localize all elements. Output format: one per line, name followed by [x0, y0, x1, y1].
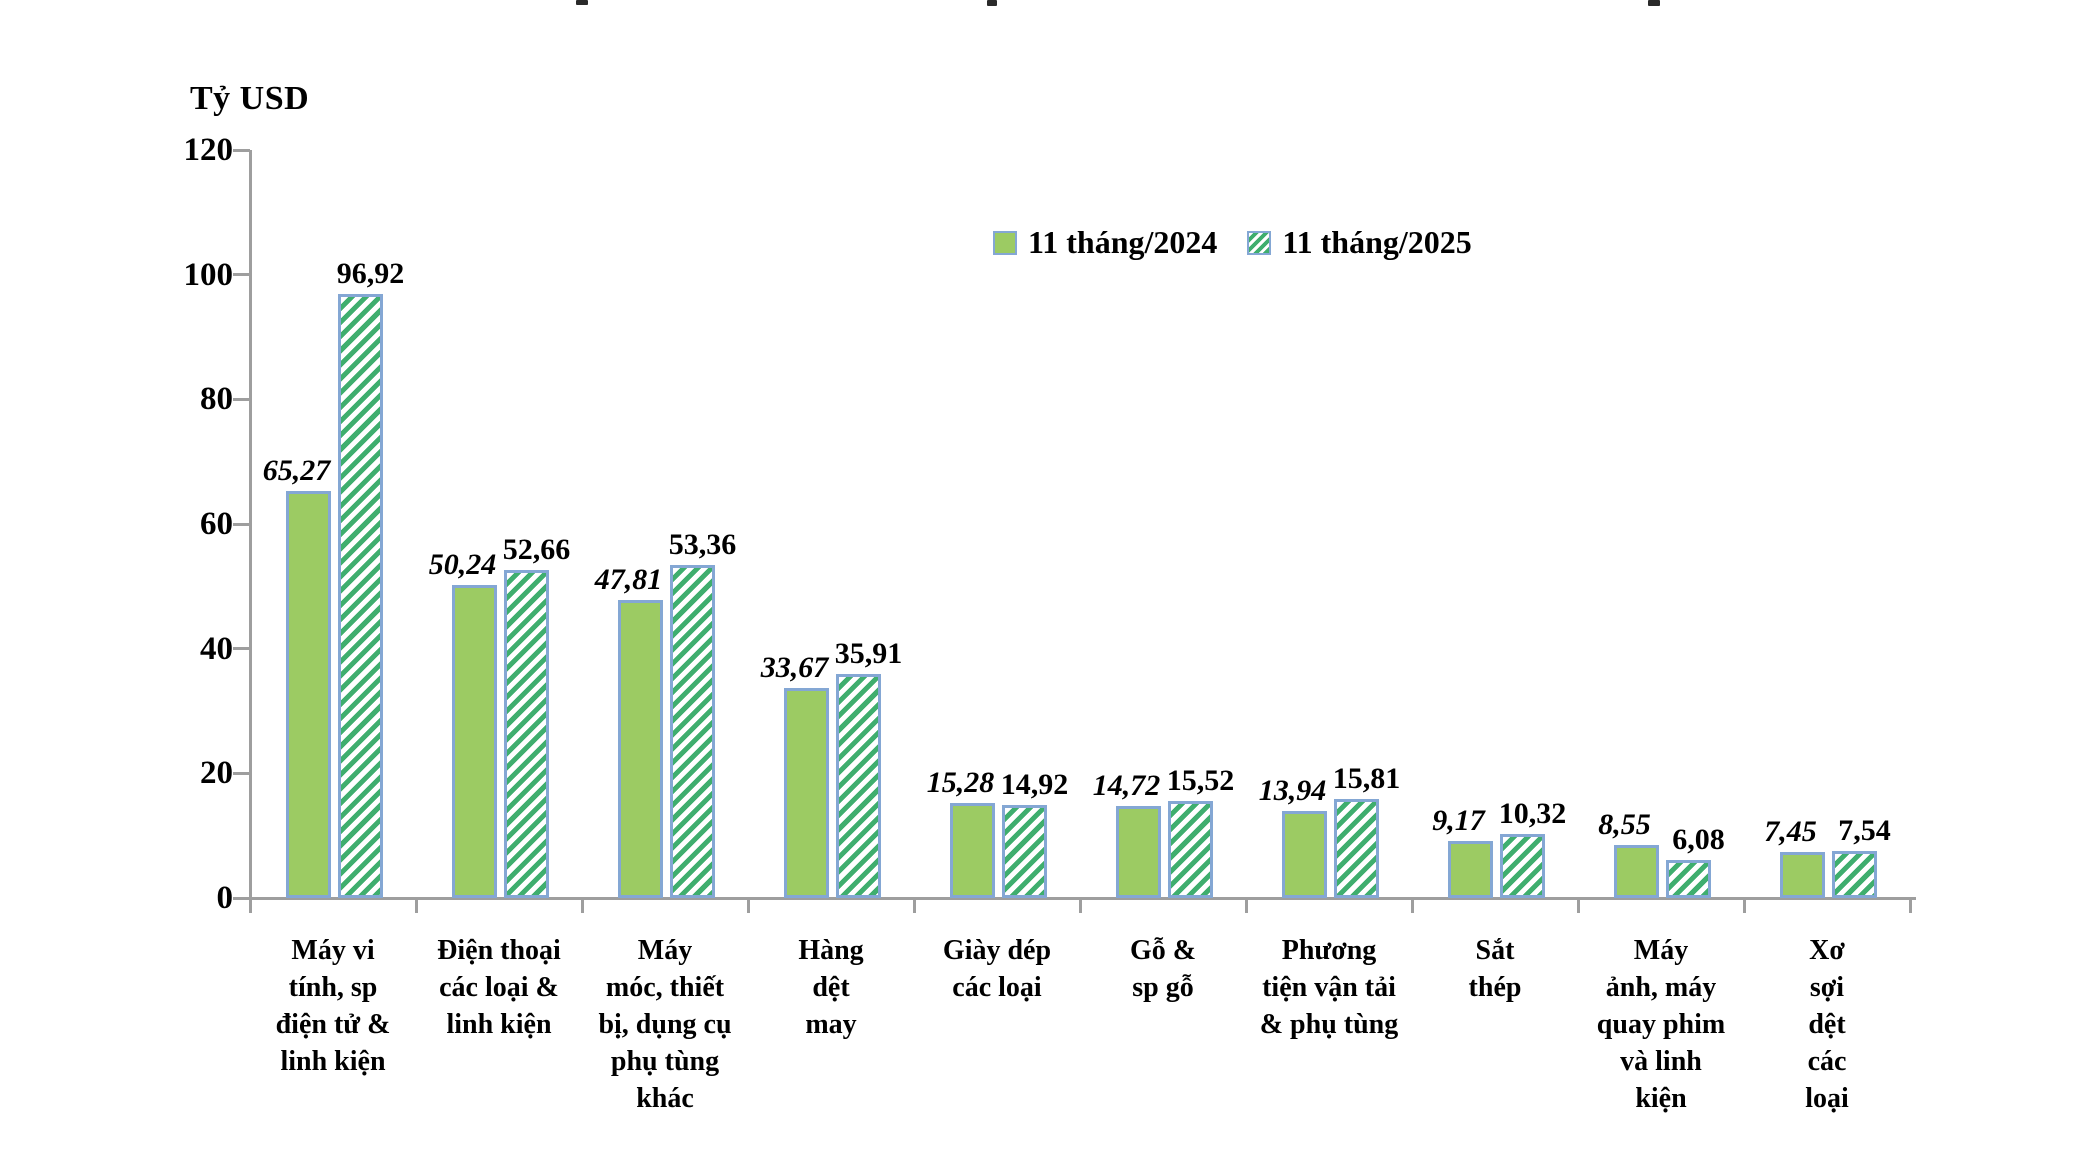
x-axis-tick: [1908, 898, 1912, 913]
value-label-2025-group3: 53,36: [668, 528, 737, 562]
value-label-2024-group5: 15,28: [926, 765, 995, 799]
bar-2024-group7: [1282, 811, 1327, 898]
x-axis-tick: [248, 898, 252, 913]
legend-label-2025: 11 tháng/2025: [1282, 224, 1472, 260]
value-label-2024-group6: 14,72: [1092, 769, 1161, 803]
category-label-group4: Hàng dệt may: [798, 935, 864, 1040]
bar-2025-group6: [1168, 801, 1213, 898]
legend-item-2025: 11 tháng/2025: [1247, 224, 1472, 261]
y-axis-tick: [233, 647, 250, 651]
x-axis-tick: [414, 898, 418, 913]
y-axis-line: [248, 150, 252, 898]
value-label-2024-group7: 13,94: [1258, 774, 1327, 808]
cropped-title-fragment: [987, 0, 997, 6]
value-label-2025-group5: 14,92: [1000, 767, 1069, 801]
y-axis-tick: [233, 522, 250, 526]
y-axis-tick: [233, 273, 250, 277]
y-axis-tick-label: 60: [200, 506, 233, 542]
bar-2025-group2: [504, 569, 549, 898]
bar-2024-group8: [1448, 840, 1493, 898]
bar-2025-group10: [1832, 851, 1877, 898]
y-axis-tick: [233, 771, 250, 775]
bar-2025-group7: [1334, 799, 1379, 898]
value-label-2024-group2: 50,24: [428, 547, 497, 581]
y-axis-tick: [233, 397, 250, 401]
y-axis-tick: [233, 148, 250, 152]
value-label-2025-group4: 35,91: [834, 637, 903, 671]
x-axis-tick: [580, 898, 584, 913]
x-axis-tick: [1410, 898, 1414, 913]
value-label-2025-group6: 15,52: [1166, 764, 1235, 798]
bar-2024-group1: [286, 491, 331, 898]
y-axis-tick-label: 0: [216, 880, 234, 916]
category-label-group2: Điện thoại các loại & linh kiện: [437, 935, 561, 1040]
category-label-group8: Sắt thép: [1468, 935, 1522, 1003]
value-label-2024-group1: 65,27: [262, 454, 331, 488]
x-axis-tick: [1742, 898, 1746, 913]
bar-2025-group1: [338, 293, 383, 898]
legend-swatch-2025-hatched: [1247, 230, 1272, 255]
x-axis-tick: [746, 898, 750, 913]
category-label-group10: Xơ sợi dệt các loại: [1805, 935, 1849, 1114]
value-label-2024-group3: 47,81: [594, 562, 663, 596]
bar-2024-group9: [1614, 844, 1659, 898]
category-label-group6: Gỗ & sp gỗ: [1129, 935, 1197, 1003]
bar-2024-group2: [452, 584, 497, 898]
category-label-group3: Máy móc, thiết bị, dụng cụ phụ tùng khác: [598, 935, 732, 1114]
category-label-group5: Giày dép các loại: [942, 935, 1052, 1003]
x-axis-tick: [1244, 898, 1248, 913]
bar-2025-group9: [1666, 860, 1711, 898]
value-label-2025-group7: 15,81: [1332, 762, 1401, 796]
y-axis-tick-label: 100: [183, 256, 234, 293]
legend-label-2024: 11 tháng/2024: [1028, 224, 1218, 260]
value-label-2024-group10: 7,45: [1764, 814, 1817, 848]
value-label-2025-group10: 7,54: [1838, 814, 1891, 847]
legend-swatch-2024-solid: [993, 230, 1017, 255]
value-label-2025-group9: 6,08: [1672, 823, 1725, 857]
value-label-2025-group1: 96,92: [336, 256, 405, 290]
value-label-2024-group8: 9,17: [1432, 803, 1485, 837]
bar-2025-group3: [670, 565, 715, 898]
value-label-2024-group4: 33,67: [760, 651, 829, 685]
y-axis-tick-label: 120: [183, 132, 234, 168]
y-axis-tick-label: 80: [200, 381, 233, 418]
x-axis-tick: [1078, 898, 1082, 913]
x-axis-line: [233, 896, 1916, 900]
value-label-2025-group8: 10,32: [1498, 796, 1567, 830]
y-axis-tick-label: 20: [200, 755, 233, 792]
x-axis-tick: [912, 898, 916, 913]
category-label-group7: Phương tiện vận tải & phụ tùng: [1259, 935, 1399, 1040]
cropped-title-fragment: [1648, 0, 1660, 6]
legend: 11 tháng/2024 11 tháng/2025: [993, 224, 1472, 261]
value-label-2025-group2: 52,66: [502, 532, 571, 566]
cropped-title-fragment: [576, 0, 588, 5]
x-axis-tick: [1576, 898, 1580, 913]
bar-2025-group5: [1002, 804, 1047, 898]
bar-2024-group4: [784, 688, 829, 898]
bar-2024-group6: [1116, 806, 1161, 898]
bar-2024-group3: [618, 599, 663, 898]
legend-item-2024: 11 tháng/2024: [993, 224, 1217, 261]
bar-2025-group8: [1500, 833, 1545, 898]
bar-2024-group5: [950, 802, 995, 898]
y-axis-tick-label: 40: [200, 630, 233, 667]
bar-2025-group4: [836, 674, 881, 898]
y-axis-unit-label: Tỷ USD: [190, 80, 310, 117]
category-label-group1: Máy vi tính, sp điện tử & linh kiện: [275, 935, 391, 1077]
value-label-2024-group9: 8,55: [1598, 807, 1651, 841]
category-label-group9: Máy ảnh, máy quay phim và linh kiện: [1596, 935, 1726, 1114]
bar-2024-group10: [1780, 851, 1825, 898]
y-axis-tick: [233, 896, 250, 900]
